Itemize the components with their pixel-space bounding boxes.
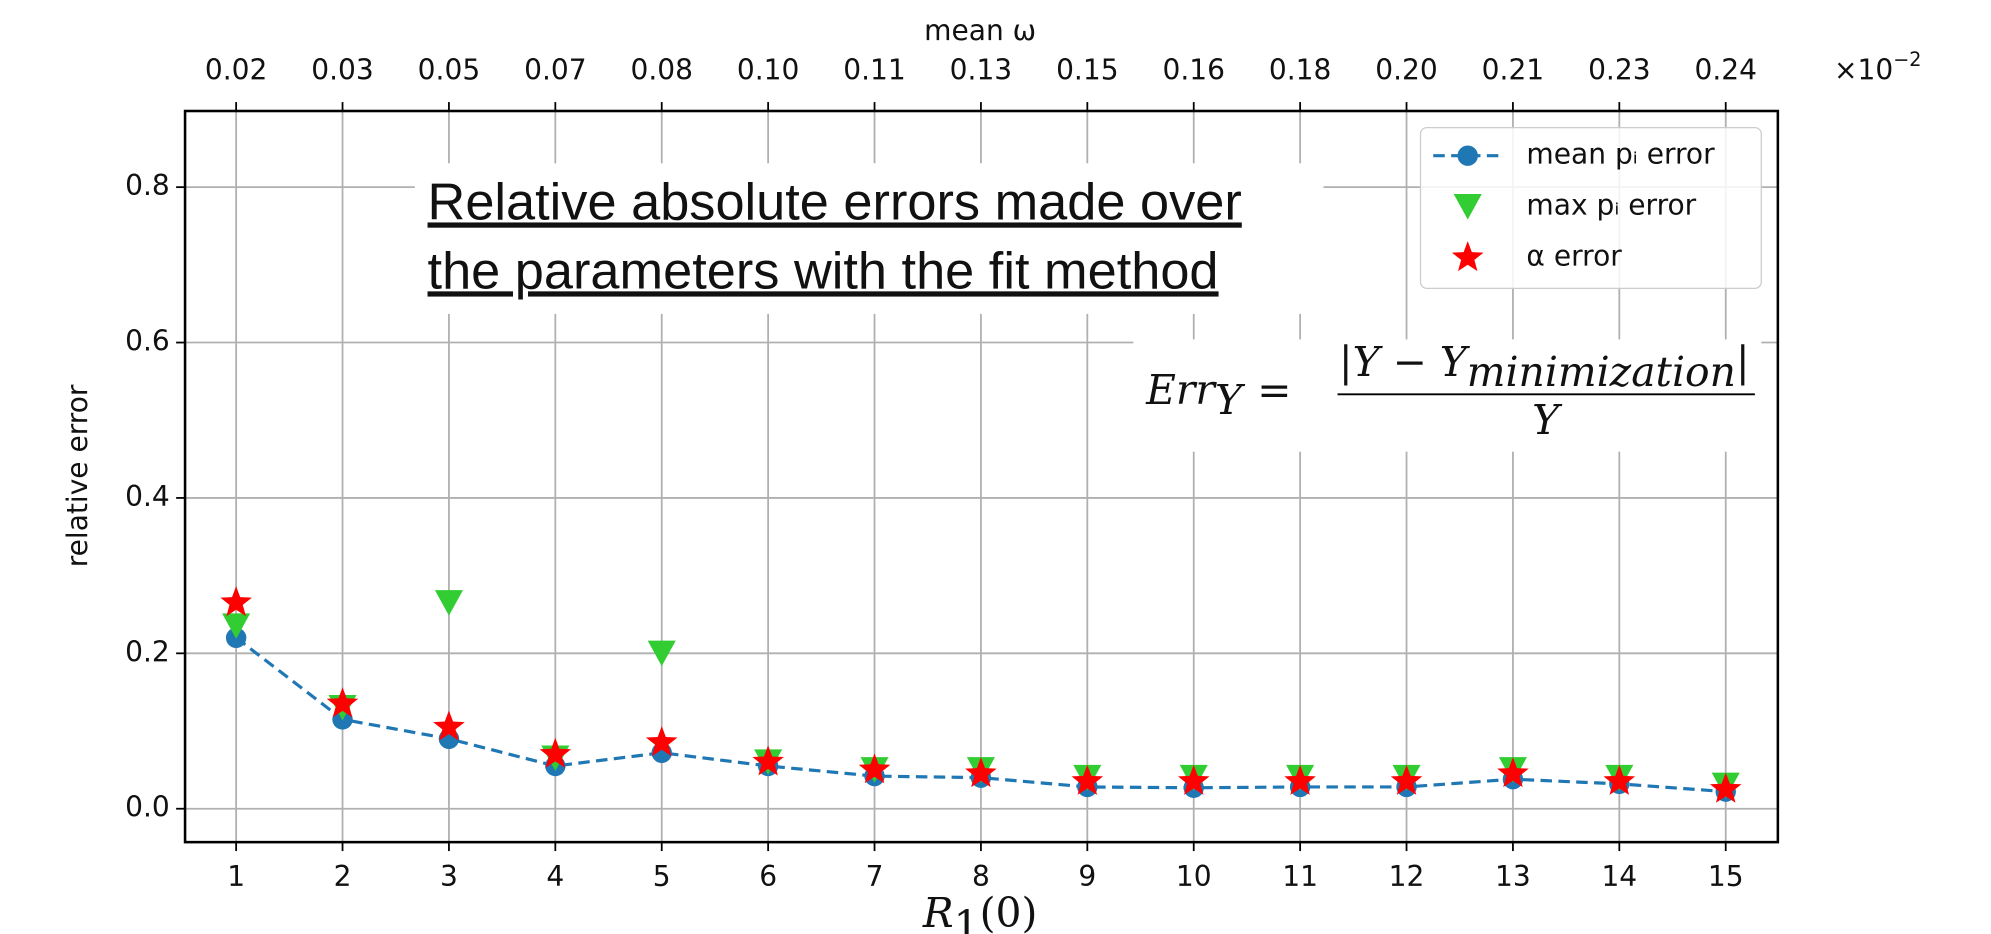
top-tick-label: 0.20	[1375, 53, 1437, 86]
formula-background	[1133, 339, 1762, 452]
formula-text: Err	[1145, 365, 1217, 413]
top-tick-label: 0.15	[1056, 53, 1118, 86]
legend-label: mean pᵢ error	[1526, 138, 1715, 171]
formula-numerator: |Y − Yminimization|	[1339, 337, 1750, 395]
legend-box	[1419, 126, 1762, 290]
point	[647, 640, 676, 667]
x-label-sub: 1	[954, 901, 980, 934]
x-tick-label: 3	[440, 860, 458, 893]
x-tick-label: 8	[972, 860, 990, 893]
x-tick-label: 7	[866, 860, 884, 893]
top-tick-label: 0.08	[630, 53, 692, 86]
y-tick-label: 0.8	[125, 169, 170, 202]
point	[1178, 764, 1210, 795]
point	[752, 745, 784, 776]
point	[539, 737, 572, 768]
legend-marker	[1451, 241, 1484, 272]
x-axis-label: R1(0)	[922, 889, 1038, 934]
y-tick-label: 0.2	[125, 635, 170, 668]
point	[433, 710, 465, 741]
x-tick-label: 6	[759, 860, 777, 893]
plot-frame	[183, 109, 1780, 844]
top-tick-label: 0.18	[1269, 53, 1331, 86]
x-tick-label: 1	[227, 860, 245, 893]
y-tick-label: 0.4	[125, 480, 170, 513]
point	[1390, 764, 1423, 795]
top-tick-label: 0.16	[1162, 53, 1224, 86]
x-tick-label: 14	[1601, 860, 1637, 893]
multiplier-base: ×10	[1834, 53, 1893, 86]
top-tick-label: 0.07	[524, 53, 586, 86]
x-tick-label: 11	[1282, 860, 1318, 893]
x-tick-label: 2	[334, 860, 352, 893]
y-tick-label: 0.0	[125, 791, 170, 824]
x-tick-label: 9	[1078, 860, 1096, 893]
formula-denominator: Y	[1532, 396, 1563, 444]
point	[1071, 764, 1104, 795]
annotation-line: Relative absolute errors made over	[428, 173, 1242, 231]
point	[1284, 764, 1316, 795]
x-tick-label: 12	[1389, 860, 1425, 893]
point	[858, 753, 891, 784]
top-tick-label: 0.05	[418, 53, 480, 86]
point	[1603, 764, 1636, 795]
x-tick-label: 4	[546, 860, 564, 893]
y-axis-label: relative error	[61, 384, 94, 567]
point	[434, 590, 463, 616]
top-tick-label: 0.02	[205, 53, 267, 86]
multiplier-exp: −2	[1893, 47, 1921, 70]
top-tick-label: 0.03	[311, 53, 373, 86]
top-tick-label: 0.21	[1482, 53, 1544, 86]
top-tick-label: 0.13	[950, 53, 1012, 86]
point	[220, 586, 252, 617]
legend-marker	[1453, 193, 1482, 220]
x-tick-label: 5	[653, 860, 671, 893]
point	[1709, 772, 1742, 803]
formula-sub: minimization	[1467, 348, 1736, 396]
formula-text: |Y − Y	[1339, 337, 1471, 385]
formula-equals: =	[1257, 365, 1291, 413]
annotation-line: the parameters with the fit method	[428, 242, 1219, 300]
point	[326, 687, 359, 718]
point	[965, 757, 997, 788]
annotation-background	[414, 163, 1324, 314]
legend-label: α error	[1526, 240, 1622, 273]
top-tick-label: 0.10	[737, 53, 799, 86]
point	[645, 726, 678, 757]
legend-marker	[1457, 145, 1478, 166]
x-tick-label: 15	[1708, 860, 1744, 893]
x-label-main: R	[922, 889, 954, 934]
point	[222, 613, 251, 639]
top-tick-label: 0.23	[1588, 53, 1650, 86]
top-tick-label: 0.11	[843, 53, 905, 86]
x-tick-label: 10	[1176, 860, 1212, 893]
formula-lhs: ErrY =	[1145, 365, 1291, 423]
x-tick-label: 13	[1495, 860, 1531, 893]
formula-sub: Y	[1215, 376, 1246, 424]
top-axis-label: mean ω	[924, 14, 1036, 47]
formula-text: |	[1736, 337, 1750, 385]
top-multiplier: ×10−2	[1834, 47, 1921, 86]
legend-label: max pᵢ error	[1526, 189, 1696, 222]
x-label-tail: (0)	[980, 889, 1038, 934]
point	[1497, 757, 1529, 788]
top-tick-label: 0.24	[1694, 53, 1756, 86]
y-tick-label: 0.6	[125, 325, 170, 358]
